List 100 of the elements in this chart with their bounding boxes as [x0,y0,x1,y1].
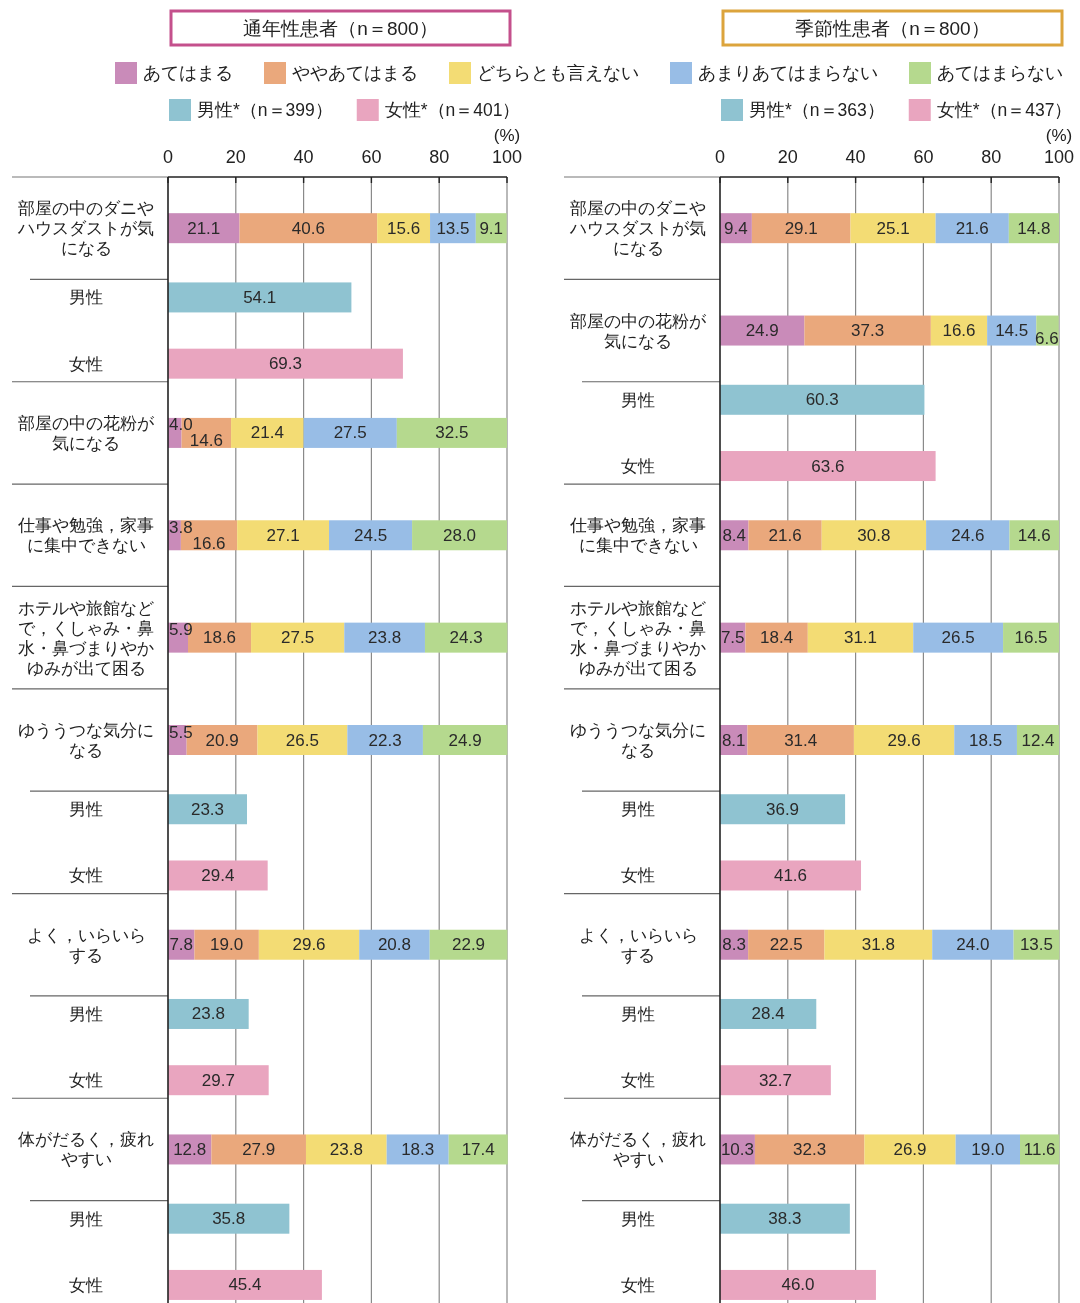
y-tick-label: 男性 [621,390,655,409]
data-label: 8.3 [722,935,746,955]
legend-label: 女性*（n＝437） [936,100,1073,120]
x-tick-label: 80 [429,147,450,167]
data-label: 29.4 [201,865,235,885]
data-label: 13.5 [436,218,470,238]
legend-label: 男性*（n＝363） [749,100,885,120]
data-label: 36.9 [766,799,800,819]
y-tick-label: 女性 [621,1071,655,1090]
x-tick-label: 20 [777,147,798,167]
data-label: 20.8 [377,935,411,955]
y-tick-label: 部屋の中のダニやハウスダストが気になる [569,199,706,259]
x-tick-label: 40 [845,147,866,167]
data-label: 60.3 [805,390,839,410]
y-tick-label: 男性 [69,1004,103,1023]
data-label: 11.6 [1023,1139,1056,1159]
data-label: 69.3 [268,354,303,374]
data-label: 18.6 [202,628,237,648]
data-label: 10.3 [720,1139,755,1159]
data-label: 23.8 [368,628,402,648]
data-label: 24.5 [354,525,388,545]
y-tick-label: 仕事や勉強，家事に集中できない [569,516,706,556]
x-axis-title: (%) [1045,125,1073,145]
legend-label: 男性*（n＝399） [197,100,333,120]
data-label: 13.5 [1019,935,1053,955]
y-tick-label: 女性 [69,354,103,373]
data-label: 9.4 [724,218,748,238]
data-label: 27.5 [281,628,315,648]
data-label: 8.1 [721,730,746,750]
data-label: 22.9 [451,935,486,955]
data-label: 29.6 [292,935,326,955]
data-label: 22.3 [368,730,402,750]
data-label: 37.3 [851,321,885,341]
y-tick-label: ゆううつな気分になる [570,721,706,760]
x-tick-label: 100 [1043,147,1075,167]
data-label: 23.8 [191,1004,225,1024]
data-label: 31.4 [784,730,818,750]
data-label: 8.4 [722,525,747,545]
y-tick-label: 女性 [621,1275,655,1294]
x-tick-label: 80 [981,147,1002,167]
data-label: 7.5 [720,628,745,648]
data-label: 26.5 [941,628,975,648]
chart-title: 通年性患者（n＝800） [243,17,438,39]
data-label: 24.3 [449,628,483,648]
y-tick-label: 男性 [69,288,103,307]
x-tick-label: 60 [913,147,934,167]
x-tick-label: 0 [714,147,726,167]
y-tick-label: 部屋の中のダニやハウスダストが気になる [17,199,154,259]
legend-label: ややあてはまる [292,63,418,83]
y-tick-label: 女性 [69,1275,103,1294]
data-label: 6.6 [1035,329,1059,349]
data-label: 21.4 [250,423,284,443]
data-label: 35.8 [212,1209,246,1229]
y-tick-label: 体がだるく，疲れやすい [18,1130,154,1170]
data-label: 16.6 [942,321,976,341]
data-label: 21.1 [187,218,221,238]
y-tick-label: 男性 [621,800,655,819]
data-label: 32.7 [758,1070,792,1090]
data-label: 21.6 [768,525,802,545]
y-tick-label: 女性 [69,866,103,885]
x-axis-title: (%) [493,125,521,145]
data-label: 29.6 [887,730,921,750]
x-tick-label: 100 [491,147,523,167]
data-label: 18.5 [969,730,1003,750]
legend-label: あまりあてはまらない [698,63,878,83]
data-label: 18.4 [760,628,794,648]
x-tick-label: 60 [361,147,382,167]
data-label: 24.9 [745,321,779,341]
data-label: 23.3 [190,799,225,819]
data-label: 14.5 [995,321,1029,341]
data-label: 24.0 [956,935,990,955]
data-label: 19.0 [210,935,244,955]
data-label: 21.6 [955,218,989,238]
data-label: 15.6 [387,218,421,238]
x-tick-label: 0 [162,147,174,167]
y-tick-label: よく，いらいらする [26,925,146,965]
data-label: 40.6 [291,218,325,238]
chart-title: 季節性患者（n＝800） [795,17,990,39]
data-label: 19.0 [971,1139,1005,1159]
data-label: 12.8 [173,1139,207,1159]
data-label: 7.8 [169,935,194,955]
data-label: 3.8 [169,517,193,537]
data-label: 5.9 [169,620,193,640]
data-label: 38.3 [768,1209,802,1229]
y-tick-label: 部屋の中の花粉が気になる [18,413,155,453]
data-label: 27.5 [333,423,367,443]
data-label: 9.1 [479,218,504,238]
y-tick-label: 部屋の中の花粉が気になる [570,311,707,351]
data-label: 22.5 [769,935,803,955]
data-label: 16.5 [1014,628,1048,648]
data-label: 29.7 [201,1070,235,1090]
data-label: 54.1 [243,287,277,307]
data-label: 5.5 [169,722,193,742]
data-label: 26.5 [285,730,319,750]
data-label: 45.4 [228,1275,262,1295]
data-label: 18.3 [401,1139,435,1159]
y-tick-label: 体がだるく，疲れやすい [570,1130,706,1170]
data-label: 31.1 [843,628,878,648]
data-label: 41.6 [773,865,808,885]
x-tick-label: 40 [293,147,314,167]
